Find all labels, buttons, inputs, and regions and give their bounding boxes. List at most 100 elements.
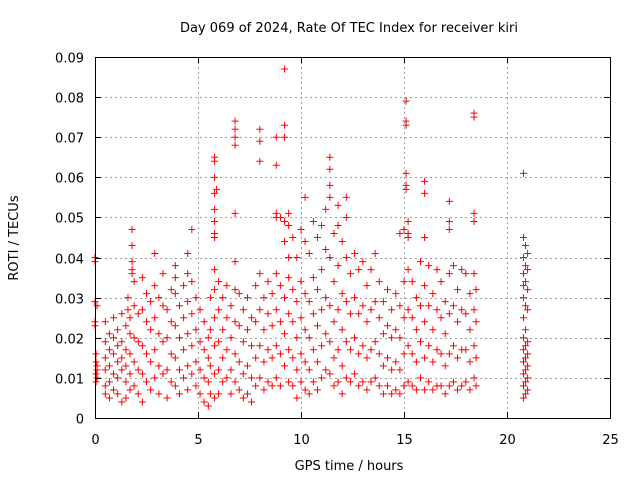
data-point bbox=[281, 238, 289, 246]
data-point bbox=[449, 378, 457, 386]
data-point bbox=[268, 382, 276, 390]
data-point bbox=[138, 306, 146, 314]
data-point bbox=[138, 398, 146, 406]
data-point bbox=[252, 282, 260, 290]
data-point bbox=[322, 246, 330, 254]
data-point bbox=[367, 378, 375, 386]
data-point bbox=[227, 302, 235, 310]
x-tick-label: 5 bbox=[194, 433, 202, 448]
x-tick-label: 25 bbox=[602, 433, 619, 448]
data-point bbox=[384, 382, 392, 390]
data-point bbox=[396, 334, 404, 342]
y-tick-label: 0.06 bbox=[55, 172, 84, 187]
data-point bbox=[155, 362, 163, 370]
data-point bbox=[379, 362, 387, 370]
data-point bbox=[223, 282, 231, 290]
data-point bbox=[334, 378, 342, 386]
data-point bbox=[297, 278, 305, 286]
data-point bbox=[151, 282, 159, 290]
data-point bbox=[334, 306, 342, 314]
data-point bbox=[272, 306, 280, 314]
data-point bbox=[184, 362, 192, 370]
data-point bbox=[522, 302, 530, 310]
data-point bbox=[519, 294, 527, 302]
data-point bbox=[445, 310, 453, 318]
data-point bbox=[105, 346, 113, 354]
data-point bbox=[101, 354, 109, 362]
data-point bbox=[522, 390, 530, 398]
y-tick-label: 0.02 bbox=[55, 333, 84, 348]
data-point bbox=[293, 254, 301, 262]
data-point bbox=[462, 346, 470, 354]
data-point bbox=[462, 310, 470, 318]
data-point bbox=[192, 326, 200, 334]
data-point bbox=[204, 354, 212, 362]
data-point bbox=[519, 314, 527, 322]
data-point bbox=[138, 342, 146, 350]
data-point bbox=[175, 390, 183, 398]
data-point bbox=[210, 286, 218, 294]
data-point bbox=[293, 366, 301, 374]
data-point bbox=[449, 262, 457, 270]
data-point bbox=[231, 117, 239, 125]
data-point bbox=[522, 278, 530, 286]
data-point bbox=[404, 217, 412, 225]
data-point bbox=[285, 310, 293, 318]
data-point bbox=[239, 370, 247, 378]
data-point bbox=[256, 270, 264, 278]
data-point bbox=[196, 306, 204, 314]
data-point bbox=[180, 374, 188, 382]
data-point bbox=[122, 378, 130, 386]
plot-frame bbox=[95, 57, 611, 419]
y-tick-label: 0 bbox=[76, 413, 84, 428]
data-point bbox=[110, 386, 118, 394]
data-point bbox=[472, 286, 480, 294]
data-point bbox=[235, 322, 243, 330]
data-point bbox=[519, 234, 527, 241]
data-point bbox=[301, 386, 309, 394]
data-point bbox=[184, 250, 192, 258]
x-tick-label: 0 bbox=[91, 433, 99, 448]
data-point bbox=[400, 314, 408, 322]
data-point bbox=[404, 342, 412, 350]
data-point bbox=[126, 370, 134, 378]
data-point bbox=[114, 342, 122, 350]
data-point bbox=[260, 326, 268, 334]
data-point bbox=[219, 378, 227, 386]
data-point bbox=[272, 374, 280, 382]
data-point bbox=[313, 286, 321, 294]
data-point bbox=[281, 133, 289, 141]
data-point bbox=[334, 201, 342, 209]
data-point bbox=[522, 262, 530, 270]
data-point bbox=[402, 121, 410, 129]
data-point bbox=[470, 306, 478, 314]
data-point bbox=[101, 366, 109, 374]
data-point bbox=[147, 298, 155, 306]
data-point bbox=[124, 306, 132, 314]
data-point bbox=[92, 378, 100, 386]
data-point bbox=[276, 213, 284, 221]
data-point bbox=[184, 298, 192, 306]
data-point bbox=[318, 266, 326, 274]
data-point bbox=[206, 326, 214, 334]
data-point bbox=[441, 330, 449, 338]
data-point bbox=[147, 326, 155, 334]
data-point bbox=[92, 370, 100, 378]
data-point bbox=[429, 290, 437, 298]
data-point bbox=[522, 242, 530, 250]
data-point bbox=[318, 221, 326, 229]
data-point bbox=[184, 386, 192, 394]
data-point bbox=[408, 278, 416, 286]
data-point bbox=[421, 234, 429, 241]
data-point bbox=[449, 302, 457, 310]
data-point bbox=[437, 350, 445, 358]
data-point bbox=[470, 217, 478, 225]
data-point bbox=[412, 326, 420, 334]
data-point bbox=[264, 310, 272, 318]
data-point bbox=[93, 366, 101, 374]
data-point bbox=[338, 290, 346, 298]
data-point bbox=[313, 358, 321, 366]
data-point bbox=[272, 161, 280, 169]
data-point bbox=[519, 282, 527, 290]
data-point bbox=[175, 334, 183, 342]
